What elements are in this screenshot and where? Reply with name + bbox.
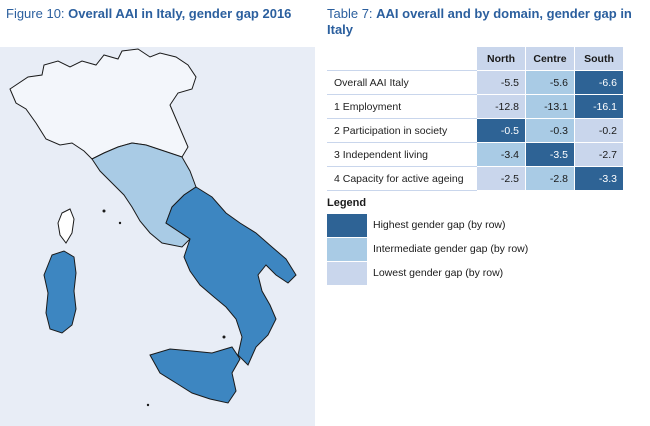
table-row: 3 Independent living -3.4 -3.5 -2.7 [327,142,624,167]
column-header-north: North [476,46,526,71]
table-title-text: AAI overall and by domain, gender gap in… [327,6,632,37]
map-region-sicily [149,346,241,404]
map-region-south [165,186,297,366]
map-island [102,209,106,213]
legend-label-intermediate: Intermediate gender gap (by row) [373,243,529,255]
table-cell: -2.5 [476,166,526,191]
row-label: 2 Participation in society [327,118,477,143]
table-cell: -0.3 [525,118,575,143]
table-cell: -5.5 [476,70,526,95]
table-cell: -6.6 [574,70,624,95]
figure-title-text: Overall AAI in Italy, gender gap 2016 [68,6,292,21]
map-island [146,403,150,407]
figure-title: Figure 10: Overall AAI in Italy, gender … [6,6,291,21]
table-cell: -2.7 [574,142,624,167]
table-row: 2 Participation in society -0.5 -0.3 -0.… [327,118,624,143]
table-header-row: North Centre South [327,46,624,71]
italy-map-panel [0,47,315,426]
table-cell: -2.8 [525,166,575,191]
column-header-south: South [574,46,624,71]
table-cell: -3.3 [574,166,624,191]
table-row: Overall AAI Italy -5.5 -5.6 -6.6 [327,70,624,95]
legend-label-lowest: Lowest gender gap (by row) [373,267,504,279]
table-cell: -3.4 [476,142,526,167]
figure-prefix: Figure 10: [6,6,69,21]
table-title: Table 7: AAI overall and by domain, gend… [327,6,647,38]
map-island [118,221,122,225]
map-corsica [57,208,75,244]
legend-swatch-highest [327,214,367,237]
table-row: 1 Employment -12.8 -13.1 -16.1 [327,94,624,119]
table-corner [327,46,477,71]
column-header-centre: Centre [525,46,575,71]
table-prefix: Table 7: [327,6,377,21]
table-cell: -12.8 [476,94,526,119]
table-cell: -13.1 [525,94,575,119]
aai-table: North Centre South Overall AAI Italy -5.… [327,46,624,191]
row-label: Overall AAI Italy [327,70,477,95]
table-cell: -5.6 [525,70,575,95]
row-label: 4 Capacity for active ageing [327,166,477,191]
table-row: 4 Capacity for active ageing -2.5 -2.8 -… [327,166,624,191]
row-label: 3 Independent living [327,142,477,167]
legend-swatch-intermediate [327,238,367,261]
legend-swatch-lowest [327,262,367,285]
map-region-sardinia [43,250,77,334]
table-cell: -0.2 [574,118,624,143]
legend-label-highest: Highest gender gap (by row) [373,219,506,231]
table-cell: -3.5 [525,142,575,167]
table-cell: -16.1 [574,94,624,119]
map-region-north [9,48,197,160]
table-cell: -0.5 [476,118,526,143]
legend-title: Legend [327,197,367,209]
italy-map [9,48,297,407]
row-label: 1 Employment [327,94,477,119]
map-island [222,335,226,339]
